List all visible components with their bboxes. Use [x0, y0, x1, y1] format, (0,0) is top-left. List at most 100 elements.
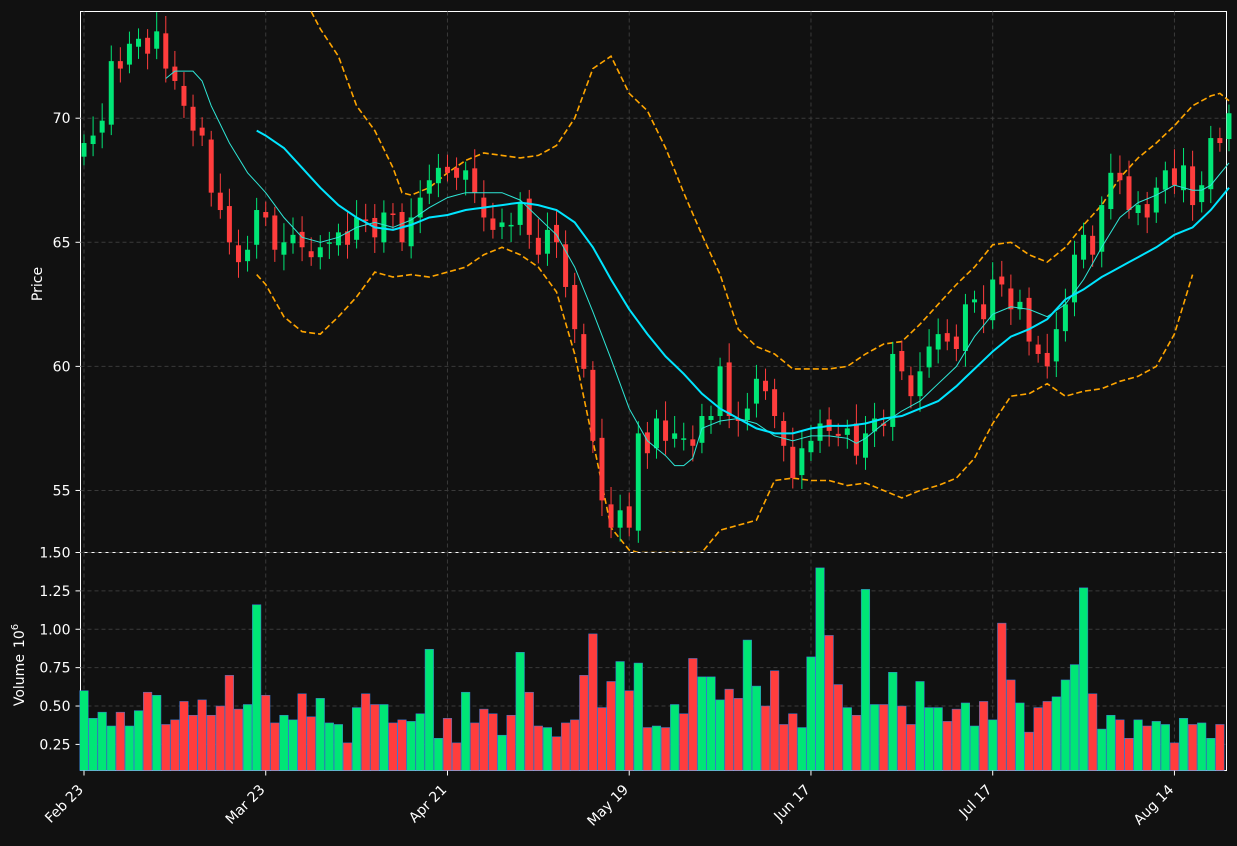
candle-body: [408, 217, 414, 247]
volume-bar: [788, 713, 798, 771]
volume-bar: [252, 604, 262, 771]
candle-body: [199, 127, 205, 136]
volume-bar: [488, 713, 498, 771]
volume-bar: [824, 635, 834, 771]
volume-bar: [988, 719, 998, 771]
volume-bar: [470, 722, 480, 771]
candle-body: [154, 31, 160, 49]
volume-bar: [106, 725, 116, 771]
volume-bar: [424, 648, 434, 771]
volume-bar: [915, 681, 925, 771]
volume-bar: [524, 691, 534, 771]
candle-body: [935, 334, 941, 350]
candle-body: [772, 389, 778, 417]
volume-bar: [415, 713, 425, 771]
volume-bar: [960, 702, 970, 771]
volume-bar: [143, 691, 153, 771]
candle-body: [799, 448, 805, 476]
candle-body: [663, 420, 669, 441]
candle-body: [844, 428, 850, 435]
candle-body: [753, 378, 759, 404]
volume-bar: [224, 675, 234, 771]
volume-y-tick-label: 0.25: [39, 737, 70, 753]
volume-bar: [806, 656, 816, 771]
volume-bar: [797, 727, 807, 771]
candle-body: [617, 510, 623, 528]
volume-bar: [370, 704, 380, 771]
x-tick-label: May 19: [585, 782, 633, 830]
volume-bar: [733, 698, 743, 771]
candle-body: [317, 247, 323, 258]
candle-body: [326, 242, 332, 244]
volume-bar: [670, 704, 680, 771]
volume-bar: [306, 716, 316, 771]
candle-body: [81, 143, 87, 157]
bollinger-upper: [310, 11, 1230, 370]
candle-body: [454, 167, 460, 178]
candle-body: [999, 276, 1005, 285]
candle-body: [435, 167, 441, 184]
volume-y-tick-label: 0.75: [39, 661, 70, 677]
volume-bar: [533, 725, 543, 771]
volume-bar: [479, 708, 489, 771]
volume-bar: [588, 633, 598, 771]
candle-body: [1017, 301, 1023, 310]
volume-bar: [388, 722, 398, 771]
candle-body: [1081, 234, 1087, 260]
volume-bar: [1169, 742, 1179, 771]
candle-body: [1153, 187, 1159, 213]
candle-body: [554, 224, 560, 243]
candle-body: [208, 139, 214, 193]
price-y-tick-label: 70: [53, 111, 71, 127]
volume-bar: [1188, 724, 1198, 771]
candle-body: [281, 242, 287, 255]
candle-body: [1144, 204, 1150, 218]
volume-bar: [742, 639, 752, 771]
volume-bar: [897, 705, 907, 771]
candle-body: [635, 433, 641, 531]
volume-bar: [206, 714, 216, 771]
volume-bar: [179, 701, 189, 771]
volume-bar: [379, 704, 389, 771]
candle-body: [981, 304, 987, 320]
candle-body: [1117, 172, 1123, 181]
volume-bar: [833, 684, 843, 771]
x-axis: Feb 23 Mar 23 Apr 21 May 19 Jun 17 Jul 17 Aug …: [42, 770, 1177, 830]
candle-body: [572, 284, 578, 330]
candle-body: [1071, 254, 1077, 303]
price-y-tick-label: 60: [53, 359, 71, 375]
moving-averages: [165, 70, 1230, 467]
candle-body: [190, 106, 196, 131]
volume-bar: [933, 707, 943, 771]
candle-body: [217, 192, 223, 211]
volume-bar: [942, 721, 952, 771]
volume-bar: [860, 589, 871, 771]
volume-bar: [624, 690, 634, 771]
volume-bar: [1024, 731, 1034, 771]
volume-bar: [452, 742, 462, 771]
candle-body: [862, 433, 868, 458]
x-tick-label: Feb 23: [42, 782, 87, 827]
volume-bar: [1197, 722, 1207, 771]
volume-bar: [1033, 707, 1043, 771]
candle-body: [817, 423, 823, 441]
candle-body: [890, 353, 896, 427]
volume-panel: 0.25 0.50 0.75 1.00 1.25 1.50 Volume 106: [10, 546, 1227, 771]
candle-body: [908, 375, 914, 397]
volume-bar: [397, 719, 407, 771]
candle-body: [145, 37, 151, 54]
candle-body: [354, 217, 360, 240]
x-tick-label: Jun 17: [771, 782, 814, 825]
volume-bar: [233, 708, 244, 771]
x-tick-label: Apr 21: [406, 782, 450, 826]
volume-bar: [1206, 738, 1216, 771]
candle-body: [390, 213, 396, 216]
candle-body: [245, 249, 251, 262]
volume-bar: [324, 722, 334, 771]
bollinger-lower: [256, 246, 1194, 554]
candle-body: [953, 336, 959, 350]
volume-bar: [97, 711, 107, 771]
volume-bar: [561, 722, 571, 771]
volume-bar: [724, 688, 734, 771]
candle-body: [1044, 352, 1050, 367]
